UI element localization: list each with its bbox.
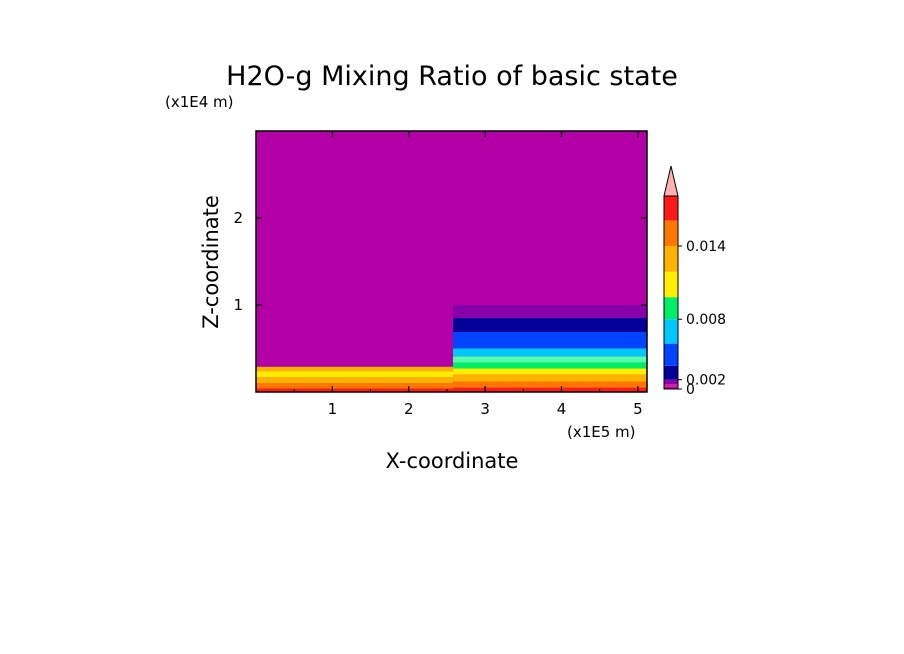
axis-ticks: 1 2 3 4 5 1 2 xyxy=(233,131,647,418)
field-band xyxy=(453,348,647,357)
x-tick-label: 2 xyxy=(404,400,414,418)
field-band xyxy=(256,366,454,372)
colorbar-label: 0.014 xyxy=(686,239,726,255)
x-tick-label: 3 xyxy=(480,400,490,418)
colorbar-segment xyxy=(664,196,678,221)
contour-field xyxy=(256,131,647,392)
colorbar-extend-arrow xyxy=(663,165,679,197)
colorbar-segment xyxy=(664,319,678,344)
chart-title: H2O-g Mixing Ratio of basic state xyxy=(226,61,678,92)
x-tick-label: 4 xyxy=(557,400,567,418)
x-tick-label: 1 xyxy=(328,400,338,418)
colorbar-segment xyxy=(664,384,678,387)
y-tick-label: 1 xyxy=(233,296,243,314)
y-tick-label: 2 xyxy=(233,209,243,227)
x-tick-label: 5 xyxy=(633,400,643,418)
field-band xyxy=(453,381,647,388)
field-band xyxy=(256,388,454,392)
colorbar-label: 0.002 xyxy=(686,373,726,389)
colorbar-segment xyxy=(664,245,678,272)
y-axis-label: Z-coordinate xyxy=(199,195,223,329)
colorbar-segment xyxy=(664,343,678,366)
field-band xyxy=(453,362,647,369)
field-band xyxy=(256,377,454,384)
plot-frame xyxy=(255,130,648,393)
field-band xyxy=(256,371,454,378)
colorbar-label: 0 xyxy=(686,382,695,398)
colorbar-segment xyxy=(664,271,678,298)
colorbar-segment xyxy=(664,386,678,389)
colorbar-label: 0.008 xyxy=(686,312,726,328)
field-band xyxy=(453,368,647,375)
field-band xyxy=(256,383,454,389)
y-axis-unit: (x1E4 m) xyxy=(165,93,234,111)
field-band xyxy=(453,318,647,332)
x-axis-label: X-coordinate xyxy=(386,449,519,473)
colorbar-segment xyxy=(664,379,678,385)
field-band xyxy=(453,387,647,392)
field-band xyxy=(453,305,647,319)
colorbar: 00.002 0.008 0.014 xyxy=(663,165,726,398)
field-band xyxy=(453,356,647,363)
x-axis-unit: (x1E5 m) xyxy=(567,423,636,441)
colorbar-segment xyxy=(664,297,678,320)
field-band xyxy=(453,374,647,382)
colorbar-segment xyxy=(664,220,678,246)
field-band xyxy=(453,331,647,349)
colorbar-segment xyxy=(664,365,678,380)
